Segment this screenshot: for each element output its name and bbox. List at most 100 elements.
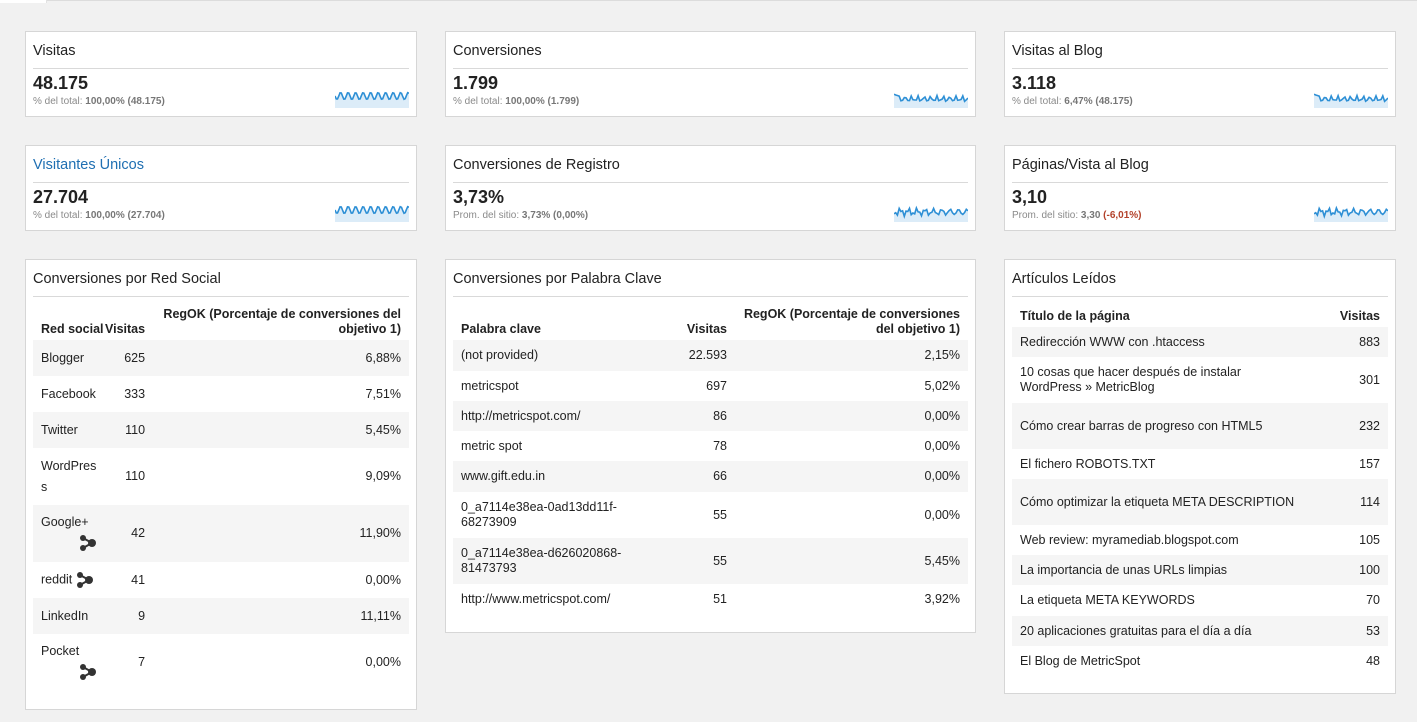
column-header[interactable]: Visitas bbox=[686, 322, 727, 336]
metric-widget-visitas: Visitas 48.175 % del total: 100,00% (48.… bbox=[25, 31, 417, 117]
table-row: Twitter 110 5,45% bbox=[33, 412, 409, 448]
table-cell-title[interactable]: Redirección WWW con .htaccess bbox=[1012, 327, 1312, 357]
share-icon[interactable] bbox=[79, 663, 97, 681]
table-cell-title[interactable]: El fichero ROBOTS.TXT bbox=[1020, 456, 1156, 471]
table-cell-title[interactable]: 20 aplicaciones gratuitas para el día a … bbox=[1012, 616, 1312, 646]
metric-sub-prefix: Prom. del sitio: bbox=[1012, 210, 1079, 221]
column-header[interactable]: Título de la página bbox=[1020, 309, 1130, 323]
table-cell-title[interactable]: Cómo optimizar la etiqueta META DESCRIPT… bbox=[1012, 479, 1312, 525]
column-header[interactable]: RegOK (Porcentaje de conversiones del ob… bbox=[163, 307, 401, 336]
table-cell-visits: 42 bbox=[105, 505, 154, 562]
table-cell-visits: 625 bbox=[105, 340, 154, 376]
table-row: reddit 41 0,00% bbox=[33, 562, 409, 598]
metric-sub-value: 3,30 bbox=[1080, 210, 1101, 221]
table-row: Cómo crear barras de progreso con HTML5 2… bbox=[1012, 403, 1388, 449]
table-cell-visits: 157 bbox=[1359, 456, 1380, 471]
table-cell-name[interactable]: http://www.metricspot.com/ bbox=[461, 592, 611, 606]
table-cell-rate: 0,00% bbox=[924, 507, 960, 522]
table-cell-visits: 114 bbox=[1312, 479, 1388, 525]
table-cell-visits: 110 bbox=[105, 412, 154, 448]
share-icon[interactable] bbox=[76, 571, 94, 589]
widget-title: Conversiones de Registro bbox=[453, 146, 968, 183]
table-cell-visits: 333 bbox=[124, 386, 146, 401]
column-header[interactable]: Visitas bbox=[105, 322, 146, 336]
column-header[interactable]: Visitas bbox=[1339, 309, 1380, 323]
table-cell-visits: 22.593 bbox=[659, 340, 735, 371]
table-row: LinkedIn 9 11,11% bbox=[33, 598, 409, 634]
sparkline[interactable] bbox=[335, 88, 409, 108]
widget-title-link[interactable]: Visitantes Únicos bbox=[33, 146, 409, 183]
widget-title: Artículos Leídos bbox=[1012, 260, 1388, 297]
table-cell-rate: 5,45% bbox=[735, 538, 968, 584]
column-header[interactable]: RegOK (Porcentaje de conversiones del ob… bbox=[743, 307, 960, 336]
share-icon[interactable] bbox=[79, 534, 97, 552]
table-row: Facebook 333 7,51% bbox=[33, 376, 409, 412]
table-cell-visits: 110 bbox=[125, 469, 146, 483]
sparkline-line bbox=[894, 93, 968, 103]
top-border bbox=[0, 0, 1417, 1]
top-corner-tab bbox=[0, 0, 47, 3]
sparkline[interactable] bbox=[894, 88, 968, 108]
table-cell-title[interactable]: Cómo crear barras de progreso con HTML5 bbox=[1012, 403, 1312, 449]
table-row: (not provided) 22.593 2,15% bbox=[453, 340, 968, 371]
social-table: Red social Visitas RegOK (Porcentaje de … bbox=[33, 302, 409, 691]
table-cell-name[interactable]: 0_a7114e38ea-d626020868-81473793 bbox=[453, 538, 659, 584]
keywords-table: Palabra clave Visitas RegOK (Porcentaje … bbox=[453, 302, 968, 615]
social-network-link[interactable]: Google+ bbox=[41, 515, 89, 529]
table-row: Google+ 42 11,90% bbox=[33, 505, 409, 562]
column-header[interactable]: Red social bbox=[41, 322, 104, 336]
table-cell-name[interactable]: http://metricspot.com/ bbox=[453, 401, 659, 431]
table-row: www.gift.edu.in 66 0,00% bbox=[453, 461, 968, 492]
table-cell-visits: 66 bbox=[659, 461, 735, 492]
table-cell-title[interactable]: El Blog de MetricSpot bbox=[1020, 654, 1141, 668]
table-cell-name[interactable]: Blogger bbox=[33, 340, 105, 376]
table-cell-title[interactable]: La importancia de unas URLs limpias bbox=[1012, 555, 1312, 585]
sparkline-area bbox=[335, 92, 409, 108]
sparkline[interactable] bbox=[1314, 88, 1388, 108]
table-row: La etiqueta META KEYWORDS 70 bbox=[1012, 585, 1388, 616]
table-cell-rate: 0,00% bbox=[365, 655, 401, 669]
sparkline-line bbox=[1314, 205, 1388, 219]
social-network-link[interactable]: Pocket bbox=[41, 644, 80, 658]
metric-value: 3.118 bbox=[1012, 73, 1057, 93]
table-row: Blogger 625 6,88% bbox=[33, 340, 409, 376]
table-cell-name[interactable]: Facebook bbox=[41, 386, 96, 401]
metric-value: 3,10 bbox=[1012, 187, 1048, 207]
table-row: El fichero ROBOTS.TXT 157 bbox=[1012, 449, 1388, 479]
table-row: http://metricspot.com/86 0,00% bbox=[453, 401, 968, 431]
table-cell-visits: 100 bbox=[1312, 555, 1388, 585]
metric-sub-prefix: % del total: bbox=[33, 96, 83, 107]
metric-sub-value: 100,00% (1.799) bbox=[505, 96, 580, 107]
table-cell-title[interactable]: La etiqueta META KEYWORDS bbox=[1020, 593, 1195, 607]
table-cell-rate: 0,00% bbox=[735, 401, 968, 431]
table-cell-name[interactable]: WordPress bbox=[41, 458, 97, 494]
table-row: 0_a7114e38ea-d626020868-81473793 55 5,45% bbox=[453, 538, 968, 584]
articles-table: Título de la página Visitas Redirección … bbox=[1012, 299, 1388, 677]
sparkline[interactable] bbox=[1314, 202, 1388, 222]
table-cell-title[interactable]: Web review: myramediab.blogspot.com bbox=[1020, 532, 1239, 547]
table-cell-name[interactable]: metricspot bbox=[461, 378, 519, 393]
table-cell-name[interactable]: LinkedIn bbox=[33, 598, 105, 634]
sparkline[interactable] bbox=[894, 202, 968, 222]
sparkline-line bbox=[335, 91, 409, 101]
table-cell-name[interactable]: Twitter bbox=[33, 412, 105, 448]
table-cell-rate: 6,88% bbox=[153, 340, 409, 376]
metric-sub-delta: (-6,01%) bbox=[1103, 210, 1142, 221]
table-cell-name[interactable]: (not provided) bbox=[453, 340, 659, 371]
table-row: http://www.metricspot.com/51 3,92% bbox=[453, 584, 968, 615]
table-cell-visits: 41 bbox=[131, 572, 146, 587]
widget-articulos-leidos: Artículos Leídos Título de la página Vis… bbox=[1004, 259, 1396, 694]
widget-title: Visitas al Blog bbox=[1012, 32, 1388, 69]
widget-conversiones-red-social: Conversiones por Red Social Red social V… bbox=[25, 259, 417, 710]
social-network-link[interactable]: reddit bbox=[41, 572, 73, 587]
sparkline[interactable] bbox=[335, 202, 409, 222]
table-cell-visits: 55 bbox=[713, 507, 727, 522]
table-cell-name[interactable]: metric spot bbox=[461, 438, 523, 453]
widget-title: Conversiones bbox=[453, 32, 968, 69]
table-cell-name[interactable]: www.gift.edu.in bbox=[453, 461, 659, 492]
table-cell-name[interactable]: 0_a7114e38ea-0ad13dd11f-68273909 bbox=[461, 500, 617, 529]
column-header[interactable]: Palabra clave bbox=[461, 322, 541, 336]
table-cell-rate: 11,90% bbox=[153, 505, 409, 562]
table-cell-name: Pocket bbox=[33, 634, 105, 691]
table-cell-title[interactable]: 10 cosas que hacer después de instalar W… bbox=[1020, 365, 1241, 394]
